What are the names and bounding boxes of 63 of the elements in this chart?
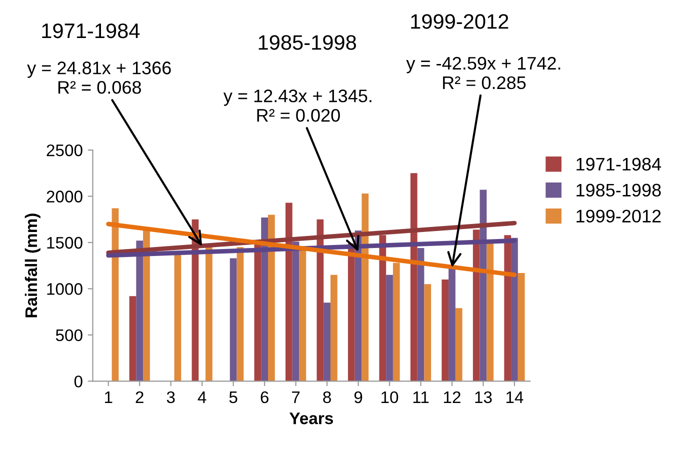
bar	[316, 219, 324, 382]
y-tick-label: 1000	[47, 283, 82, 295]
bar	[230, 258, 237, 382]
x-tick-label: 4	[198, 392, 206, 403]
text: 1999-2012	[411, 14, 508, 29]
legend-label: 1985-1998	[576, 184, 661, 197]
annotation: y = 12.43x + 1345. R² = 0.020	[223, 90, 372, 122]
x-tick-label: 5	[229, 392, 238, 404]
text: 1985-1998	[258, 35, 356, 50]
bar	[511, 238, 518, 382]
bar	[299, 250, 306, 382]
bar	[136, 240, 144, 382]
x-tick-label: 2	[136, 391, 144, 403]
x-tick-label: 14	[506, 392, 524, 403]
bar	[236, 247, 244, 382]
annotation: y = -42.59x + 1742. R² = 0.285	[406, 56, 560, 90]
bar	[330, 274, 338, 382]
x-tick-label: 8	[323, 391, 331, 404]
bar	[261, 218, 268, 382]
bar	[292, 242, 300, 382]
bar	[518, 273, 525, 382]
x-tick-label: 13	[475, 391, 492, 404]
bar	[410, 173, 418, 382]
bar	[455, 308, 462, 382]
x-tick-label: 12	[444, 391, 460, 403]
y-tick-label: 500	[56, 329, 82, 342]
x-tick-label: 1	[105, 392, 112, 403]
bar	[324, 302, 330, 382]
x-tick-label: 6	[260, 391, 268, 404]
bar	[442, 279, 449, 382]
x-axis-title: Years	[289, 412, 333, 424]
bar	[448, 268, 456, 382]
bar	[486, 243, 494, 382]
annotation: y = 24.81x + 1366 R² = 0.068	[27, 62, 171, 94]
legend-label: 1971-1984	[576, 158, 662, 171]
y-tick-label: 0	[74, 376, 82, 388]
y-tick-label: 1500	[47, 236, 82, 249]
text: 1971-1984	[42, 23, 140, 38]
x-tick-label: 3	[166, 391, 175, 404]
y-axis-title: Rainfall (mm)	[24, 214, 40, 318]
bar	[129, 296, 136, 382]
y-tick-label: 2500	[46, 144, 82, 156]
bar	[285, 202, 292, 382]
bar	[206, 246, 212, 382]
bar	[504, 235, 512, 382]
bar	[386, 274, 393, 382]
bar	[424, 284, 432, 382]
bar	[348, 243, 355, 382]
x-tick-label: 7	[292, 392, 300, 403]
bar	[472, 230, 480, 382]
y-tick-label: 2000	[46, 190, 82, 202]
bar	[392, 262, 400, 382]
bar	[268, 214, 275, 382]
bar	[254, 243, 262, 382]
bar	[174, 254, 182, 382]
x-tick-label: 11	[413, 392, 429, 403]
bar	[417, 248, 424, 382]
bar	[143, 230, 150, 382]
x-tick-label: 9	[354, 391, 362, 404]
x-tick-label: 10	[382, 391, 398, 404]
bar	[379, 235, 386, 382]
legend-label: 1999-2012	[576, 210, 661, 223]
bar	[362, 194, 369, 382]
